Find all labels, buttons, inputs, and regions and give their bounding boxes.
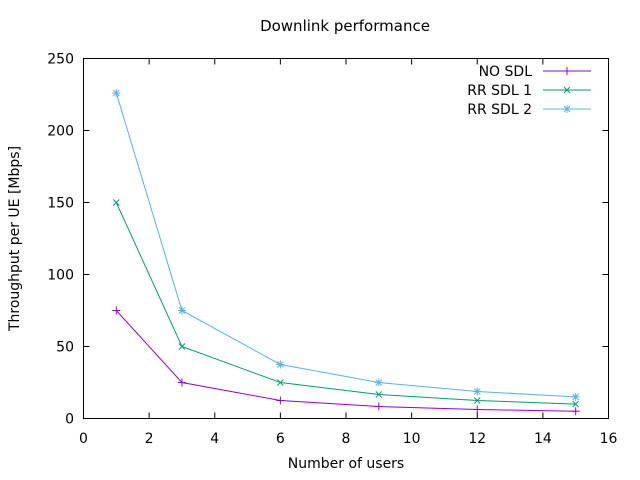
data-point-marker-rr-sdl-1 [473,397,481,404]
data-point-marker-rr-sdl-1 [375,391,383,398]
data-point-marker-rr-sdl-1 [572,400,580,408]
data-point-marker-rr-sdl-2 [571,392,580,401]
data-point-marker-rr-sdl-2 [473,387,482,396]
data-point-marker-rr-sdl-1 [112,199,120,206]
y-tick-label: 200 [47,124,74,140]
data-point-marker-no-sdl [374,402,383,411]
x-tick-label: 4 [210,431,219,447]
x-tick-label: 12 [468,431,486,447]
x-tick-label: 6 [276,431,285,447]
data-point-marker-rr-sdl-2 [177,306,186,315]
data-point-marker-rr-sdl-2 [276,360,285,369]
y-tick-label: 50 [56,340,74,356]
data-point-marker-rr-sdl-2 [112,89,121,98]
y-tick-label: 100 [47,268,74,284]
legend-label-rr-sdl-2: RR SDL 2 [467,102,532,118]
legend-label-no-sdl: NO SDL [479,64,533,80]
legend-marker-rr-sdl-2 [563,105,571,113]
x-tick-label: 8 [342,431,351,447]
x-tick-label: 0 [79,431,88,447]
legend-marker-no-sdl [563,67,571,75]
legend-marker-rr-sdl-1 [563,86,571,94]
x-tick-label: 10 [403,431,421,447]
legend-label-rr-sdl-1: RR SDL 1 [467,83,532,99]
y-tick-label: 150 [47,196,74,212]
series-line-rr-sdl-2 [115,92,576,398]
chart-title: Downlink performance [260,17,430,35]
y-tick-label: 250 [47,52,74,68]
y-axis-label: Throughput per UE [Mbps] [7,146,23,332]
data-point-marker-rr-sdl-1 [277,379,284,386]
series-line-rr-sdl-1 [115,202,576,405]
x-tick-label: 14 [534,431,552,447]
chart-layer: 0 2 4 6 8 10 12 14 16 0 50 100 150 200 250 NO SDL RR SDL… [47,52,617,448]
data-point-marker-no-sdl [473,405,482,414]
data-point-marker-no-sdl [177,378,186,387]
data-point-marker-rr-sdl-1 [178,343,186,350]
y-tick-label: 0 [65,412,74,428]
data-point-marker-no-sdl [571,407,580,416]
data-point-marker-rr-sdl-2 [374,378,383,387]
x-axis-label: Number of users [288,456,404,472]
series-line-no-sdl [115,310,576,412]
data-point-marker-no-sdl [112,306,121,315]
data-point-marker-no-sdl [276,396,285,405]
x-tick-label: 2 [145,431,154,447]
x-tick-label: 16 [600,431,618,447]
